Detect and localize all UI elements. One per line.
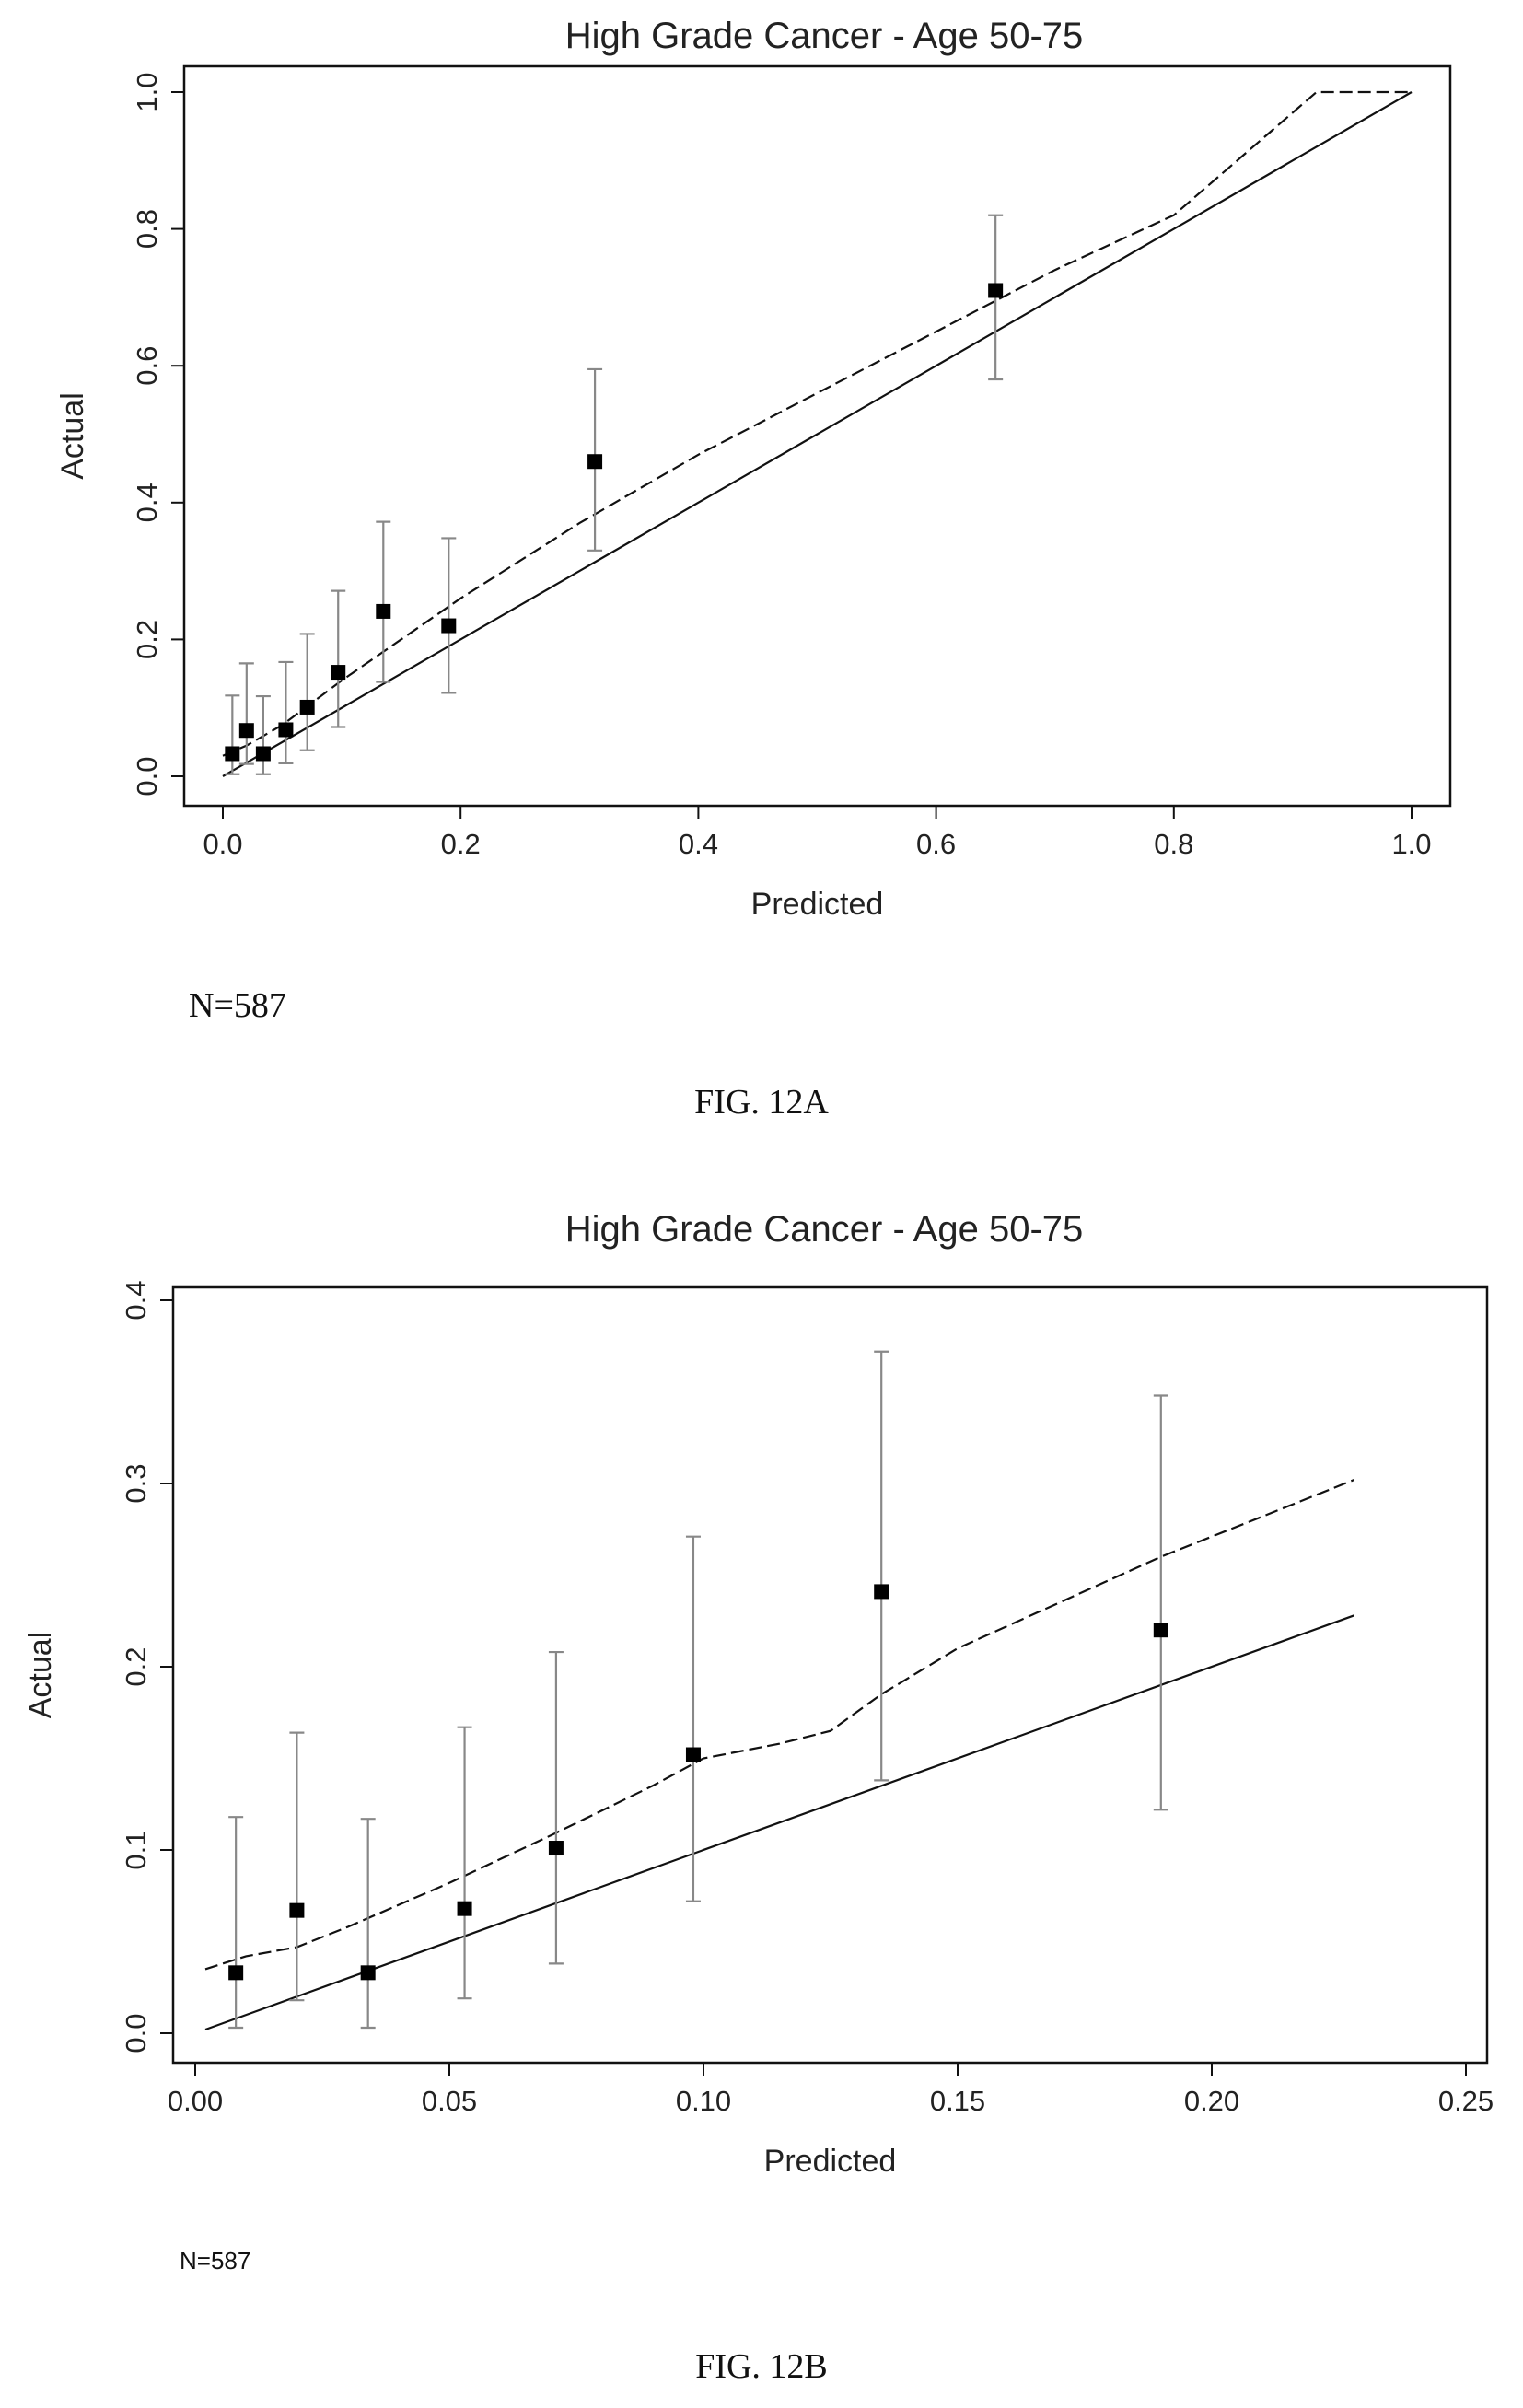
y-tick-label: 0.1	[120, 1830, 152, 1869]
y-tick-label: 0.4	[120, 1280, 152, 1320]
data-point	[278, 722, 294, 738]
data-point	[548, 1841, 564, 1856]
plot-frame	[182, 64, 1452, 808]
data-point	[376, 603, 391, 619]
x-axis-label: Predicted	[764, 2144, 897, 2179]
y-tick-label: 0.0	[131, 756, 163, 796]
data-point	[685, 1747, 701, 1762]
y-tick-label: 0.0	[120, 2013, 152, 2053]
x-tick-label: 0.15	[930, 2085, 985, 2117]
data-point	[255, 746, 271, 762]
reference-line	[204, 1614, 1354, 2031]
x-tick-label: 0.20	[1184, 2085, 1239, 2117]
x-tick-label: 0.00	[168, 2085, 223, 2117]
data-point	[331, 665, 346, 681]
x-tick-label: 0.05	[422, 2085, 477, 2117]
calibration-chart-a: High Grade Cancer - Age 50-75 0.0 0.2 0.4 0.…	[55, 16, 1452, 922]
sample-size-note-b: N=587	[180, 2247, 251, 2274]
data-point	[289, 1902, 305, 1918]
x-tick-label: 0.25	[1438, 2085, 1494, 2117]
x-axis-label: Predicted	[751, 887, 884, 922]
x-tick-label: 0.8	[1154, 828, 1193, 860]
data-point	[874, 1584, 889, 1600]
smoothed-calibration-curve	[204, 1478, 1355, 1971]
smoothed-calibration-curve	[222, 90, 1412, 757]
data-point	[238, 723, 254, 739]
x-tick-label: 0.10	[676, 2085, 731, 2117]
y-tick-label: 0.2	[131, 620, 163, 659]
y-tick-label: 0.6	[131, 346, 163, 386]
figure-caption-a: FIG. 12A	[694, 1083, 829, 1122]
data-point	[299, 699, 315, 715]
y-axis-label: Actual	[55, 392, 90, 480]
data-point	[225, 746, 240, 762]
data-point	[457, 1901, 472, 1916]
figure-caption-b: FIG. 12B	[695, 2347, 828, 2386]
data-point	[988, 283, 1004, 298]
y-tick-label: 0.3	[120, 1463, 152, 1503]
data-point	[441, 618, 457, 634]
data-point	[360, 1965, 376, 1981]
y-tick-label: 0.8	[131, 209, 163, 249]
data-point	[1153, 1623, 1168, 1638]
chart-title: High Grade Cancer - Age 50-75	[565, 1209, 1084, 1250]
y-tick-label: 0.4	[131, 483, 163, 522]
x-tick-label: 1.0	[1391, 828, 1431, 860]
sample-size-note-a: N=587	[189, 986, 286, 1025]
x-tick-label: 0.6	[916, 828, 956, 860]
x-tick-label: 0.4	[679, 828, 718, 860]
y-tick-label: 1.0	[131, 72, 163, 111]
y-tick-label: 0.2	[120, 1646, 152, 1686]
x-tick-label: 0.2	[441, 828, 481, 860]
calibration-chart-b: High Grade Cancer - Age 50-75 0.00 0.05 0.1…	[23, 1209, 1494, 2179]
reference-line	[222, 91, 1413, 777]
chart-title: High Grade Cancer - Age 50-75	[565, 16, 1084, 56]
x-tick-label: 0.0	[203, 828, 242, 860]
data-point	[587, 454, 603, 470]
plot-frame	[171, 1285, 1489, 2065]
y-axis-label: Actual	[23, 1632, 58, 1719]
data-point	[228, 1965, 244, 1981]
